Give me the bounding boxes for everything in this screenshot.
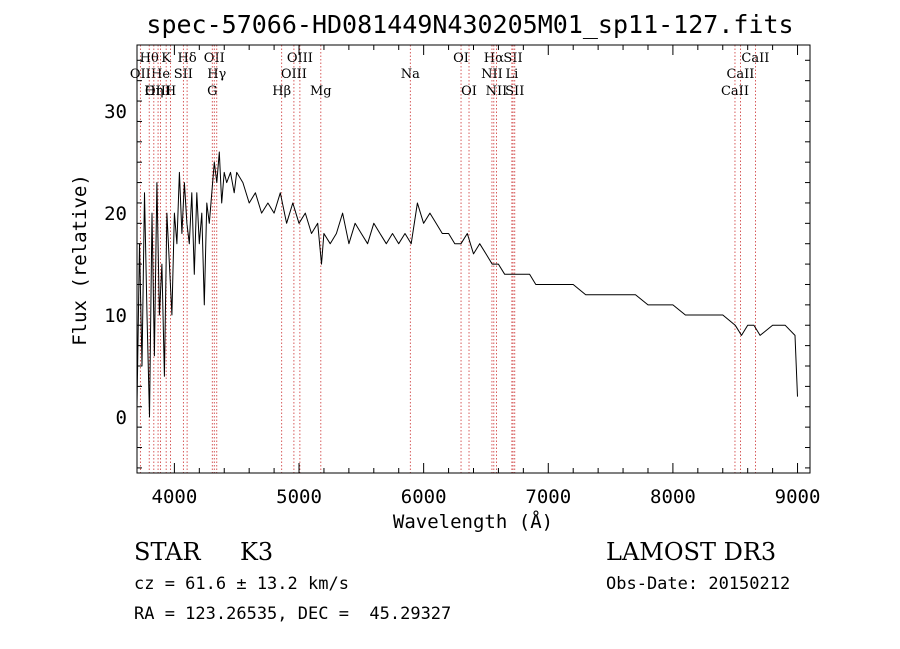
chart-title: spec-57066-HD081449N430205M01_sp11-127.f… xyxy=(146,10,793,39)
x-tick-label: 8000 xyxy=(650,486,696,508)
marker-label: OII xyxy=(130,67,151,82)
marker-label: Hδ xyxy=(178,51,197,66)
marker-label: Li xyxy=(505,67,518,82)
spectrum-series xyxy=(136,151,798,418)
y-tick-label: 0 xyxy=(116,407,127,429)
marker-label: G xyxy=(207,84,217,99)
x-axis-label: Wavelength (Å) xyxy=(393,510,553,533)
marker-label: OII xyxy=(204,51,225,66)
x-tick-label: 7000 xyxy=(525,486,571,508)
redshift-cz: cz = 61.6 ± 13.2 km/s xyxy=(134,574,349,594)
marker-label: H xyxy=(165,84,176,99)
marker-label: Hα xyxy=(484,51,504,66)
y-tick-label: 30 xyxy=(104,101,127,123)
marker-label: Hη xyxy=(144,84,163,99)
x-axis: 4000 5000 6000 7000 8000 9000 xyxy=(152,45,821,508)
marker-label: Hβ xyxy=(272,84,291,99)
marker-label: CaII xyxy=(721,84,749,99)
obs-date: Obs-Date: 20150212 xyxy=(606,574,791,594)
x-tick-label: 4000 xyxy=(152,486,198,508)
marker-label: SII xyxy=(174,67,193,82)
marker-label: K xyxy=(161,51,171,66)
marker-label: NII xyxy=(486,84,508,99)
x-tick-label: 6000 xyxy=(401,486,447,508)
marker-label: CaII xyxy=(726,67,754,82)
y-axis: 0 10 20 30 xyxy=(104,59,810,469)
marker-label: OIII xyxy=(281,67,307,82)
y-tick-label: 10 xyxy=(104,305,127,327)
marker-label: OIII xyxy=(145,84,171,99)
marker-label: SII xyxy=(503,51,522,66)
x-tick-label: 5000 xyxy=(276,486,322,508)
marker-label: SII xyxy=(505,84,524,99)
marker-label: Mg xyxy=(310,84,332,99)
subclass: K3 xyxy=(240,538,274,566)
marker-label: OI xyxy=(461,84,477,99)
marker-label: OIII xyxy=(287,51,313,66)
plot-frame xyxy=(136,44,811,474)
y-tick-label: 20 xyxy=(104,203,127,225)
marker-label: NII xyxy=(481,67,503,82)
y-axis-label: Flux (relative) xyxy=(69,174,91,346)
marker-label: Hγ xyxy=(207,67,226,82)
spectrum-line xyxy=(136,151,798,418)
x-tick-label: 9000 xyxy=(775,486,821,508)
coordinates: RA = 123.26535, DEC = 45.29327 xyxy=(134,604,452,624)
object-type: STAR xyxy=(134,538,201,566)
marker-label: CaII xyxy=(741,51,769,66)
marker-label: Hθ xyxy=(140,51,159,66)
marker-label: He xyxy=(151,67,170,82)
marker-label: OI xyxy=(453,51,469,66)
marker-label: Na xyxy=(401,67,420,82)
survey-name: LAMOST DR3 xyxy=(606,538,777,566)
